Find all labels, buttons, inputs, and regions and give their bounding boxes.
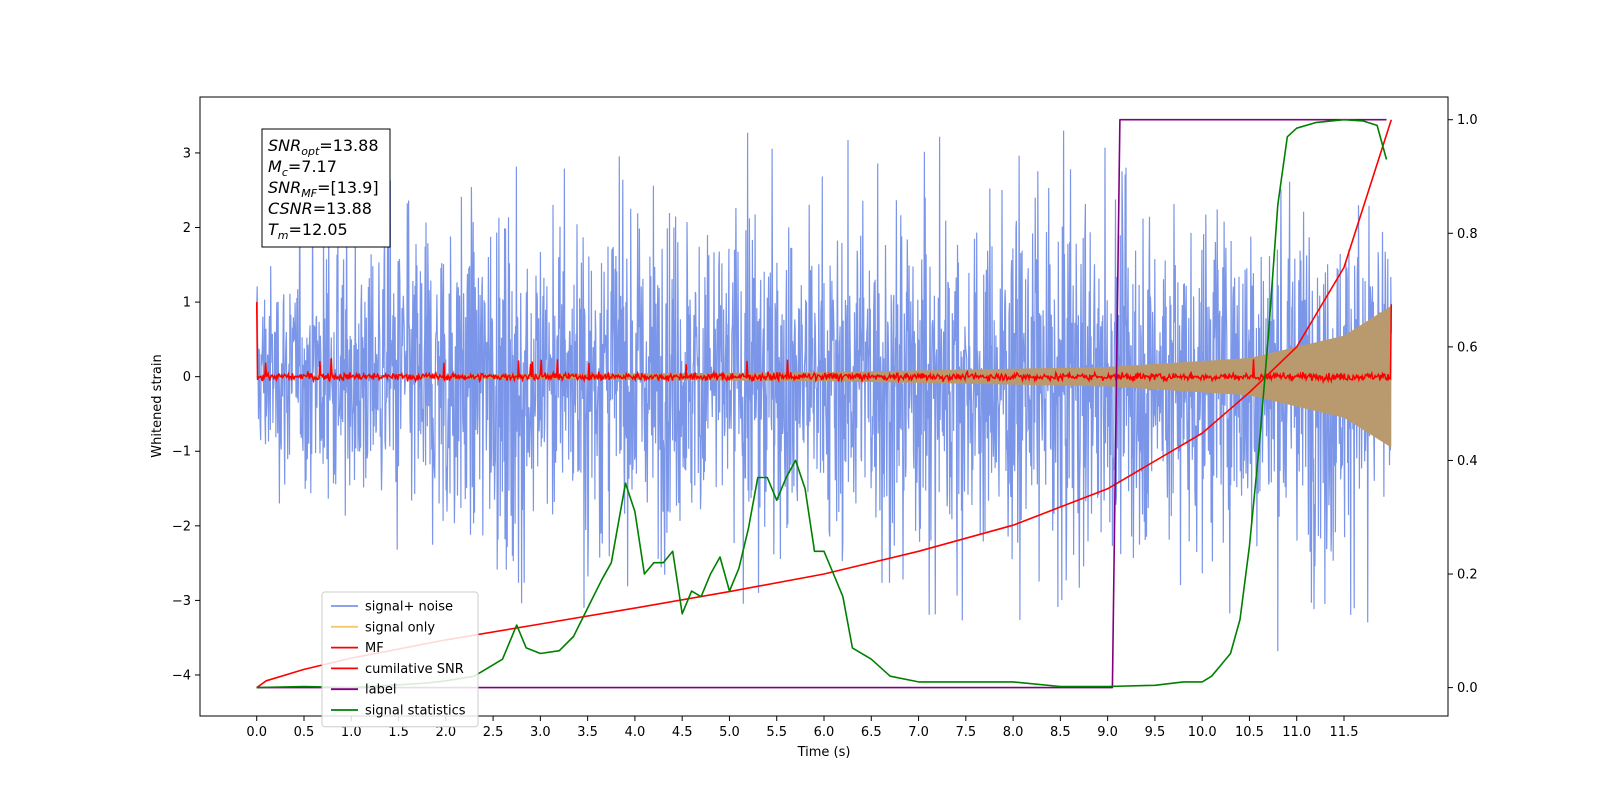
x-tick-label: 2.0 xyxy=(435,725,456,740)
series-label-line xyxy=(256,118,1387,689)
x-tick-label: 5.5 xyxy=(766,725,787,740)
x-tick-label: 10.0 xyxy=(1188,725,1217,740)
y-tick-label: −3 xyxy=(172,594,191,609)
stats-annotation-line: CSNR=13.88 xyxy=(268,199,372,218)
x-tick-label: 6.5 xyxy=(861,725,882,740)
series-mf-line xyxy=(255,302,1393,385)
x-tick-label: 11.0 xyxy=(1282,725,1311,740)
x-tick-label: 6.0 xyxy=(814,725,835,740)
y-axis-label: Whitened strain xyxy=(150,354,165,457)
stats-annotation-line: SNRopt=13.88 xyxy=(268,136,379,158)
x-tick-label: 9.0 xyxy=(1097,725,1118,740)
stats-annotation-line: Mc=7.17 xyxy=(268,157,337,179)
series-signal-statistics-line xyxy=(256,118,1388,689)
y-axis-left: −4 −3 −2 −1 0 1 2 3 xyxy=(172,146,200,683)
y-tick-label: 2 xyxy=(183,221,191,236)
x-tick-label: 0.0 xyxy=(246,725,267,740)
x-tick-label: 3.5 xyxy=(577,725,598,740)
x-tick-label: 8.5 xyxy=(1050,725,1071,740)
x-axis-label: Time (s) xyxy=(797,745,851,760)
x-tick-label: 2.5 xyxy=(483,725,504,740)
x-tick-label: 9.5 xyxy=(1145,725,1166,740)
x-tick-label: 1.5 xyxy=(388,725,409,740)
legend-entry: signal only xyxy=(365,620,435,635)
y-tick-label: 1 xyxy=(183,296,191,311)
x-tick-label: 0.5 xyxy=(294,725,315,740)
y-right-tick-label: 0.2 xyxy=(1457,568,1478,583)
legend-entry: MF xyxy=(365,641,384,656)
x-tick-label: 4.5 xyxy=(672,725,693,740)
x-tick-label: 5.0 xyxy=(719,725,740,740)
y-tick-label: −2 xyxy=(172,519,191,534)
x-tick-label: 7.0 xyxy=(908,725,929,740)
x-tick-label: 3.0 xyxy=(530,725,551,740)
y-tick-label: 3 xyxy=(183,146,191,161)
y-tick-label: −1 xyxy=(172,445,191,460)
x-tick-label: 1.0 xyxy=(341,725,362,740)
y-right-tick-label: 0.0 xyxy=(1457,681,1478,696)
y-right-tick-label: 0.6 xyxy=(1457,340,1478,355)
legend-entry: signal+ noise xyxy=(365,600,453,615)
legend-frame xyxy=(321,591,479,728)
series-signal-noise-line xyxy=(256,130,1392,652)
legend: signal+ noise signal only MF cumilative SNR… xyxy=(321,591,479,728)
x-tick-label: 11.5 xyxy=(1330,725,1359,740)
y-right-tick-label: 1.0 xyxy=(1457,113,1478,128)
y-tick-label: 0 xyxy=(183,370,191,385)
y-right-tick-label: 0.4 xyxy=(1457,454,1478,469)
stats-annotation-frame xyxy=(261,128,391,248)
x-tick-label: 7.5 xyxy=(955,725,976,740)
y-axis-right: 0.0 0.2 0.4 0.6 0.8 1.0 xyxy=(1448,113,1478,696)
legend-entry: signal statistics xyxy=(365,704,466,719)
stats-annotation-line: Tm=12.05 xyxy=(268,220,348,242)
x-axis: 0.0 0.5 1.0 1.5 2.0 2.5 3.0 3.5 4.0 4.5 5.0 5.5 6.0 6… xyxy=(246,716,1358,740)
legend-entry: cumilative SNR xyxy=(365,662,464,677)
legend-entry: label xyxy=(365,683,396,698)
x-tick-label: 8.0 xyxy=(1003,725,1024,740)
stats-annotation-line: SNRMF=[13.9] xyxy=(268,178,379,200)
y-tick-label: −4 xyxy=(172,668,191,683)
x-tick-label: 10.5 xyxy=(1235,725,1264,740)
x-tick-label: 4.0 xyxy=(625,725,646,740)
stats-annotation-box: SNRopt=13.88Mc=7.17SNRMF=[13.9]CSNR=13.8… xyxy=(261,128,391,248)
y-right-tick-label: 0.8 xyxy=(1457,227,1478,242)
